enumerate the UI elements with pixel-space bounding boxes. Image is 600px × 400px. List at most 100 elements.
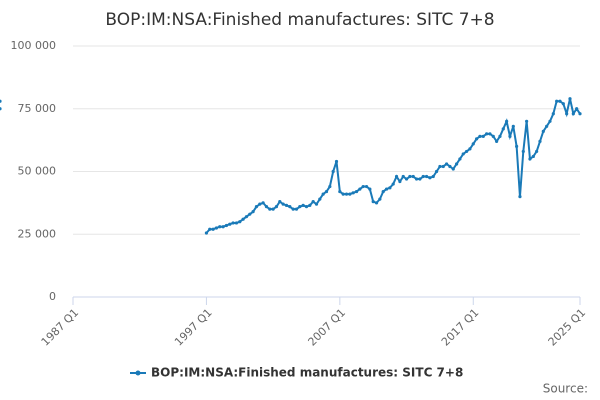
point (471, 142, 475, 146)
point (254, 205, 259, 209)
point (358, 187, 362, 191)
legend-marker (135, 370, 141, 376)
x-tick-label: 2017 Q1 (439, 306, 482, 349)
y-tick-label: 0 (49, 290, 56, 303)
point (301, 203, 305, 207)
point (404, 177, 409, 181)
point (288, 205, 292, 209)
point (458, 157, 462, 161)
point (268, 207, 272, 211)
point (374, 201, 379, 205)
point (258, 202, 262, 206)
point (401, 174, 405, 179)
point (284, 203, 289, 207)
point (428, 176, 432, 180)
point (505, 119, 509, 123)
point (448, 164, 452, 169)
point (411, 174, 415, 179)
point (525, 119, 529, 123)
point (331, 169, 335, 174)
point (278, 200, 282, 204)
point (424, 174, 429, 179)
point (228, 222, 232, 226)
point (508, 134, 512, 138)
x-tick-label: 2007 Q1 (306, 306, 349, 349)
point (398, 179, 402, 184)
point (461, 152, 465, 156)
point (324, 189, 329, 194)
y-tick-label: 100 000 (11, 39, 57, 52)
point (414, 177, 419, 181)
point (501, 127, 505, 131)
point (464, 149, 469, 154)
point (234, 221, 239, 225)
point (474, 137, 479, 141)
point (211, 227, 215, 231)
point (264, 205, 269, 209)
point (334, 159, 339, 164)
point (251, 210, 255, 214)
point (348, 192, 352, 196)
point (555, 99, 559, 103)
point (384, 187, 389, 191)
point (485, 132, 489, 136)
x-tick-label: 1987 Q1 (39, 306, 82, 349)
point (421, 174, 425, 179)
point (565, 112, 569, 116)
point (521, 149, 525, 154)
point (454, 162, 459, 166)
point (488, 132, 492, 136)
point (575, 107, 579, 111)
point (364, 184, 369, 189)
point (394, 174, 399, 179)
point (441, 164, 445, 169)
point (214, 226, 219, 230)
point (481, 134, 485, 138)
y-tick-label: 25 000 (18, 227, 57, 240)
point (408, 174, 412, 179)
chart-title: BOP:IM:NSA:Finished manufactures: SITC 7… (105, 10, 494, 30)
point (495, 139, 499, 143)
point (418, 177, 422, 181)
point (318, 197, 322, 201)
point (368, 187, 372, 191)
point (451, 167, 455, 171)
source-label: Source: (543, 382, 588, 396)
point (261, 201, 265, 205)
point (354, 189, 359, 194)
point (208, 227, 212, 231)
x-tick-label: 2025 Q1 (546, 306, 589, 349)
point (491, 134, 495, 138)
point (571, 112, 575, 116)
point (381, 189, 385, 194)
point (241, 217, 245, 221)
point (538, 139, 542, 143)
point (321, 192, 325, 196)
point (308, 203, 312, 207)
point (561, 102, 565, 106)
point (204, 231, 209, 235)
point (294, 207, 299, 211)
point (328, 184, 332, 189)
point (274, 205, 279, 209)
point (344, 192, 349, 196)
point (531, 154, 535, 159)
point (271, 207, 275, 211)
point (0, 99, 2, 103)
point (568, 97, 572, 101)
legend-label: BOP:IM:NSA:Finished manufactures: SITC 7… (151, 366, 463, 380)
point (341, 192, 345, 196)
point (558, 99, 562, 103)
point (238, 220, 242, 224)
point (535, 149, 539, 154)
point (361, 184, 365, 189)
point (0, 107, 2, 111)
point (541, 129, 545, 133)
point (218, 225, 222, 229)
point (431, 174, 435, 179)
point (224, 223, 229, 228)
point (351, 191, 355, 195)
line (205, 98, 581, 234)
point (515, 144, 519, 148)
point (478, 134, 482, 138)
